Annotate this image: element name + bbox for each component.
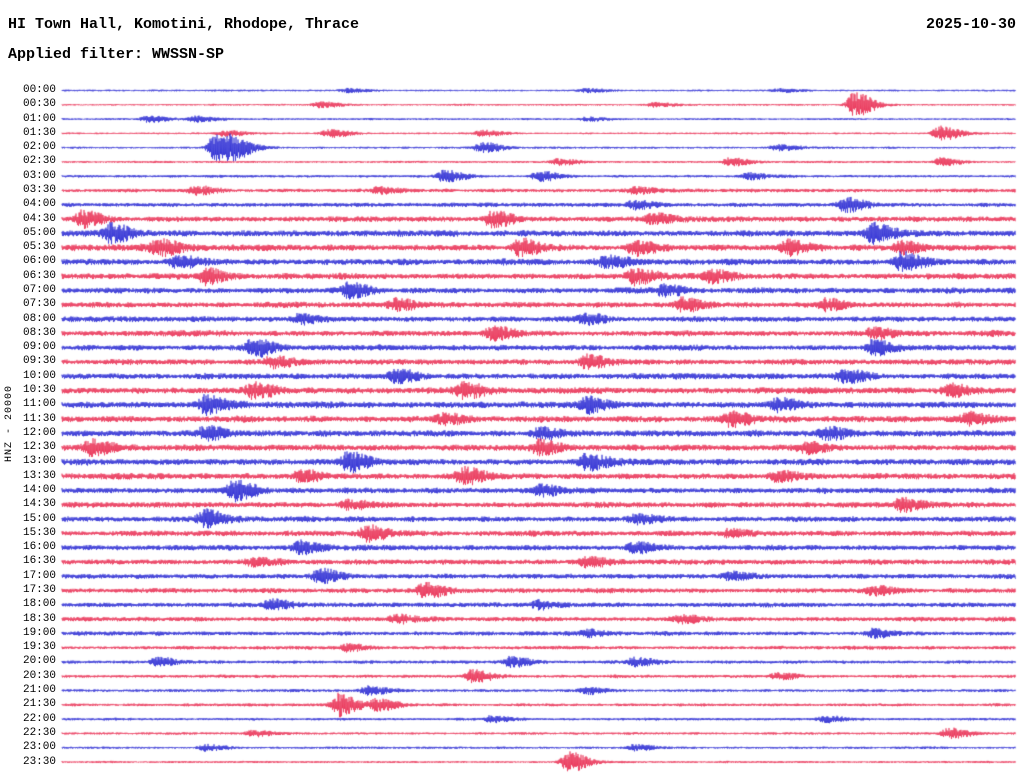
time-label: 05:30 xyxy=(22,241,56,254)
time-label: 10:00 xyxy=(22,369,56,382)
time-label: 19:00 xyxy=(22,626,56,639)
filter-label: Applied filter: WWSSN-SP xyxy=(8,46,225,63)
time-label: 09:30 xyxy=(22,355,56,368)
time-label: 03:30 xyxy=(22,184,56,196)
time-label: 06:30 xyxy=(22,269,56,282)
time-label: 04:30 xyxy=(22,212,56,225)
time-label: 16:00 xyxy=(22,541,56,554)
time-label: 18:00 xyxy=(22,598,56,611)
time-label: 14:30 xyxy=(22,498,56,511)
time-label: 00:30 xyxy=(22,98,56,111)
time-label: 14:00 xyxy=(22,484,56,497)
time-label: 03:00 xyxy=(22,169,56,182)
time-label: 13:30 xyxy=(22,469,56,482)
time-label: 20:00 xyxy=(22,655,56,668)
time-label: 15:00 xyxy=(22,512,56,525)
time-label: 17:30 xyxy=(22,584,56,597)
time-label: 12:30 xyxy=(22,441,56,454)
time-label: 18:30 xyxy=(22,612,56,625)
time-label: 21:30 xyxy=(22,698,56,711)
time-label: 04:00 xyxy=(22,198,56,211)
time-label: 13:00 xyxy=(22,455,56,468)
time-label: 07:00 xyxy=(22,284,56,297)
time-label: 23:00 xyxy=(22,741,56,754)
time-label: 16:30 xyxy=(22,555,56,568)
record-date: 2025-10-30 xyxy=(925,16,1016,33)
time-label: 05:00 xyxy=(22,226,56,239)
time-label: 21:00 xyxy=(22,684,56,697)
time-label: 11:30 xyxy=(22,412,56,425)
time-label: 11:00 xyxy=(22,398,56,411)
time-label: 00:00 xyxy=(22,84,56,96)
time-label: 08:30 xyxy=(22,326,56,339)
time-label: 20:30 xyxy=(22,669,56,682)
time-label: 22:00 xyxy=(22,712,56,725)
station-title: HI Town Hall, Komotini, Rhodope, Thrace xyxy=(8,16,360,33)
time-label: 17:00 xyxy=(22,569,56,582)
time-label: 22:30 xyxy=(22,726,56,739)
time-label: 10:30 xyxy=(22,384,56,397)
time-label: 23:30 xyxy=(22,755,56,768)
time-label: 07:30 xyxy=(22,298,56,311)
time-label: 12:00 xyxy=(22,426,56,439)
time-label: 19:30 xyxy=(22,641,56,654)
time-label: 06:00 xyxy=(22,255,56,268)
time-label: 02:00 xyxy=(22,141,56,154)
time-label: 01:00 xyxy=(22,112,56,125)
time-label: 02:30 xyxy=(22,155,56,168)
time-label: 01:30 xyxy=(22,126,56,139)
time-label: 08:00 xyxy=(22,312,56,325)
time-label: 09:00 xyxy=(22,341,56,354)
time-label: 15:30 xyxy=(22,526,56,539)
